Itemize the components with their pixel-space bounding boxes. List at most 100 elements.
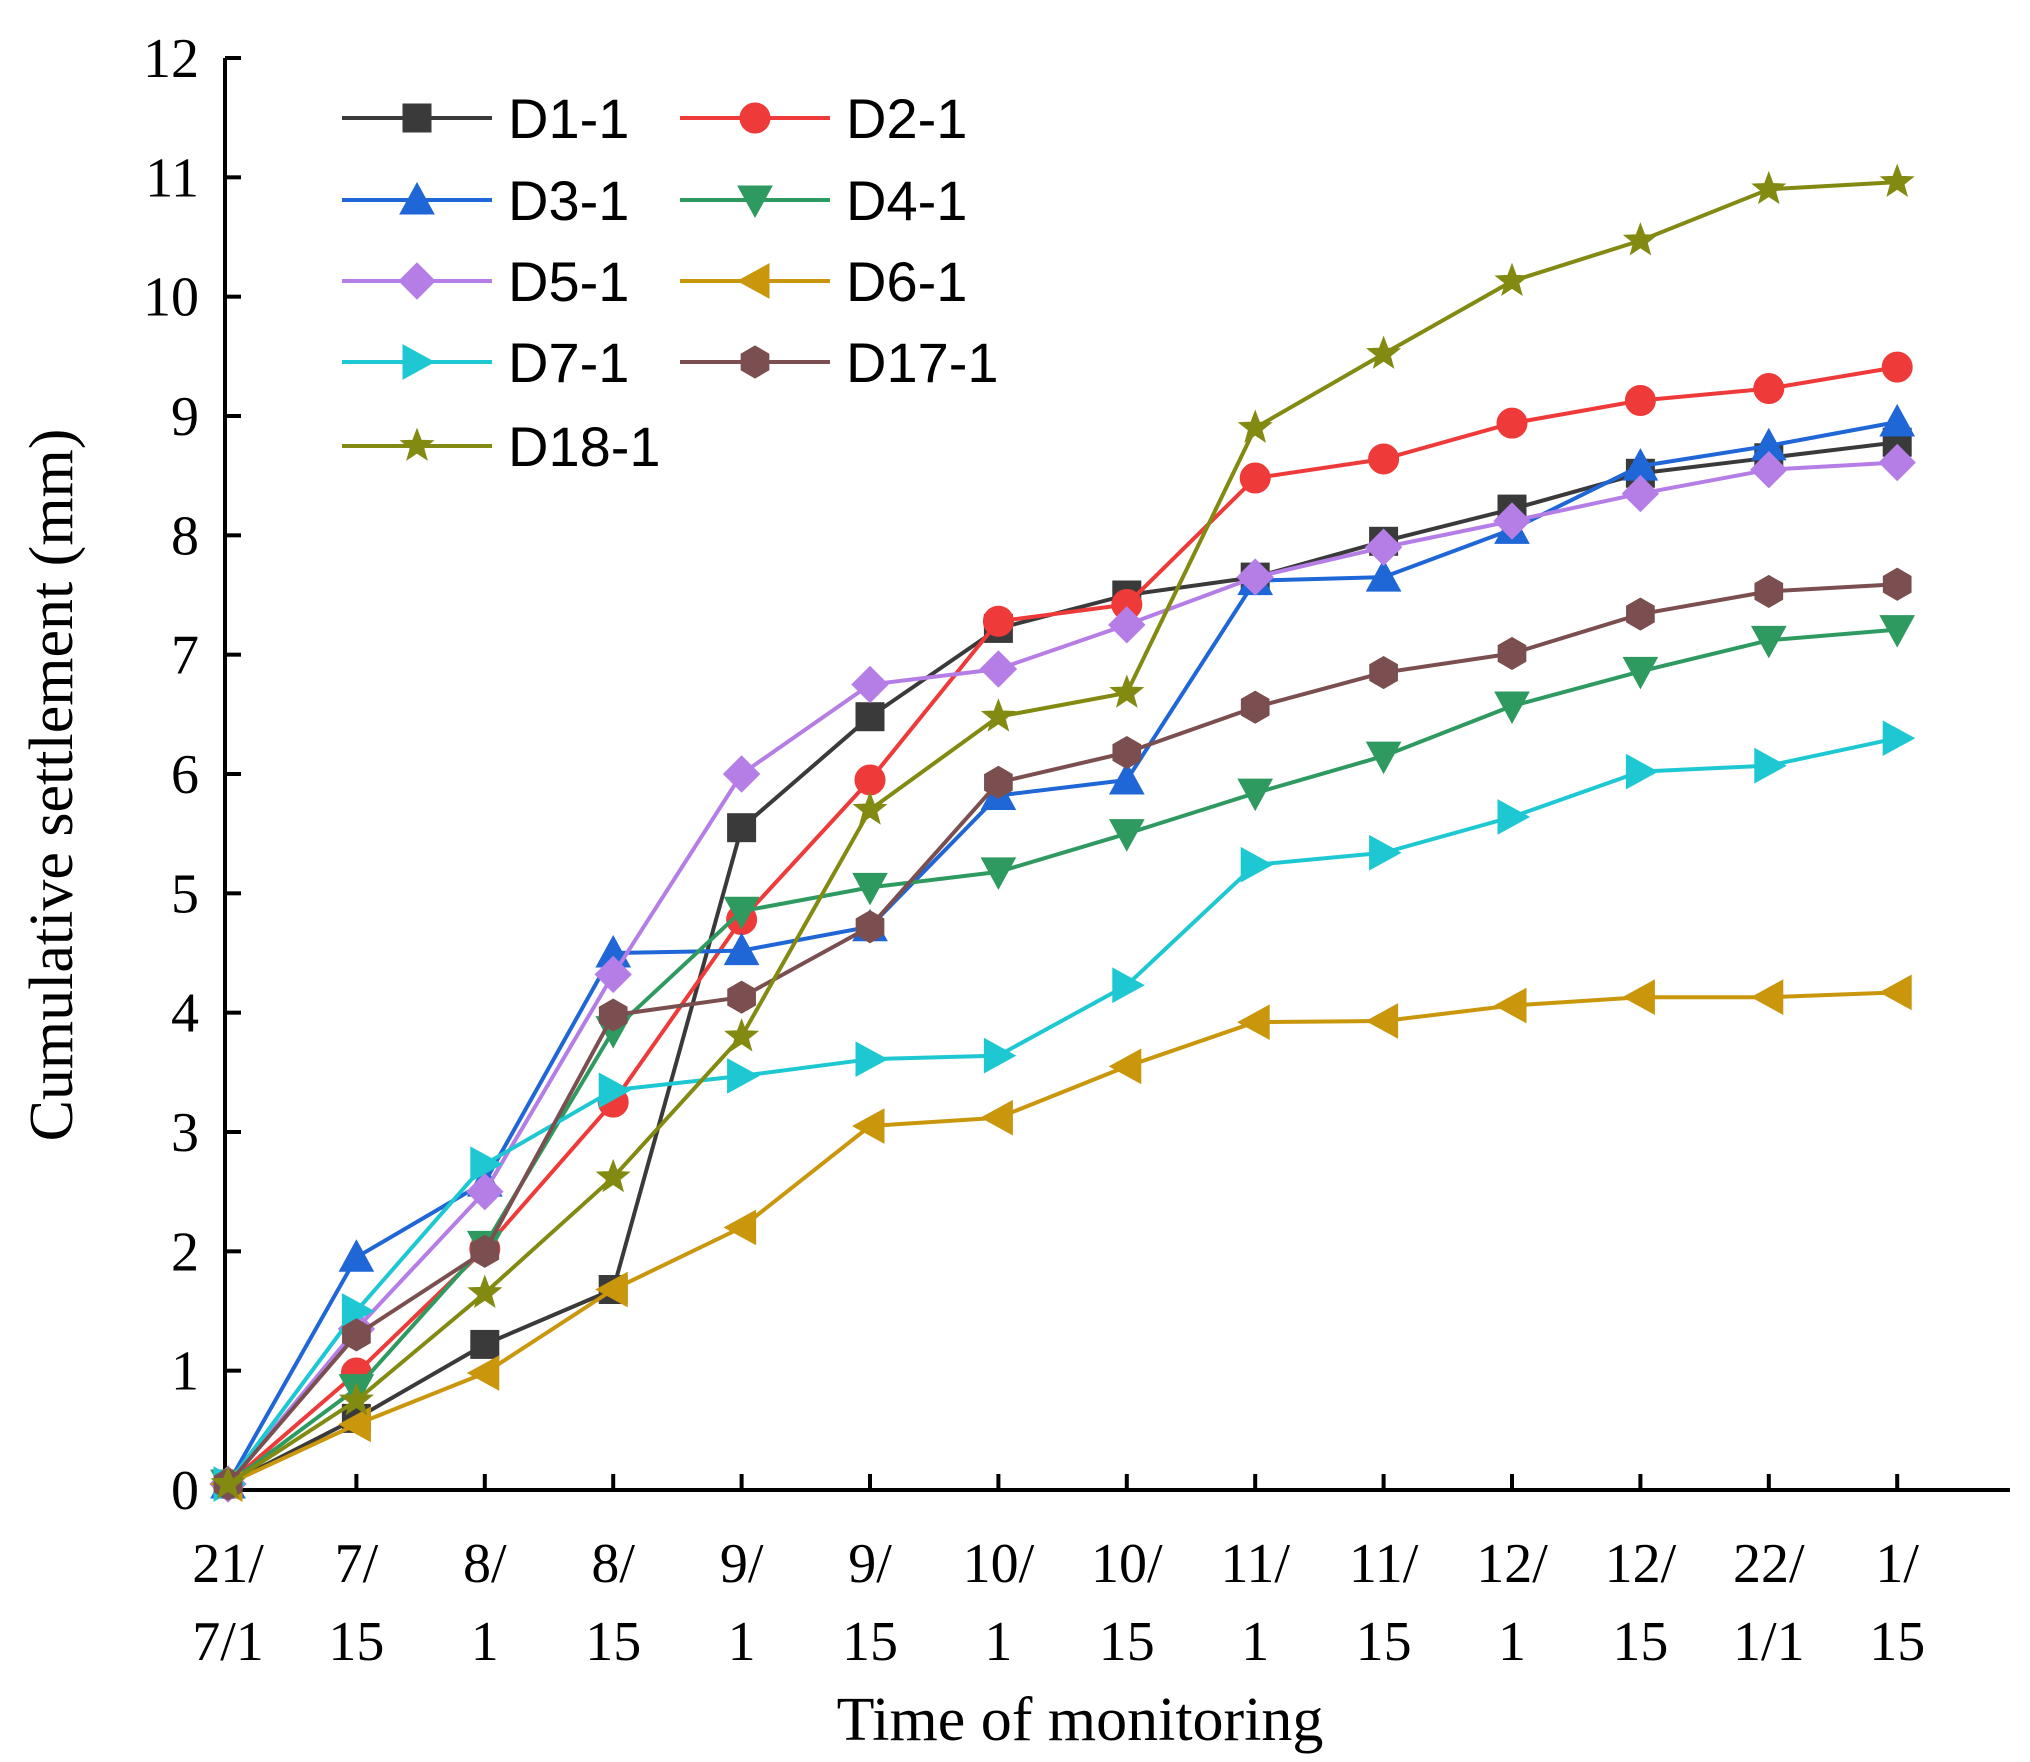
legend-item-D6-1: D6-1	[680, 250, 967, 313]
x-tick-label: 11/	[1220, 1533, 1290, 1595]
data-point-D5-1	[466, 1172, 504, 1211]
data-point-D17-1	[470, 1234, 500, 1268]
data-point-D18-1	[1366, 335, 1402, 369]
data-point-D17-1	[1112, 735, 1142, 770]
series-line-D18-1	[226, 180, 1898, 1486]
data-point-D18-1	[1879, 163, 1915, 198]
legend: D1-1 D2-1 D3-1 D4-1 D5-1 D6-1 D7-1 D17-1 D18-1	[342, 87, 999, 478]
data-point-D5-1	[1493, 502, 1531, 540]
data-point-D2-1	[982, 605, 1014, 637]
y-tick-label: 6	[171, 744, 199, 806]
x-tick-label: 1	[984, 1611, 1012, 1673]
data-point-D5-1	[1878, 443, 1916, 482]
data-point-D7-1	[1240, 846, 1274, 883]
data-point-D2-1	[1881, 351, 1913, 383]
data-point-D17-1	[1240, 690, 1270, 724]
legend-marker	[740, 345, 770, 379]
data-point-D6-1	[1622, 979, 1655, 1015]
data-point-D17-1	[1754, 574, 1784, 608]
data-point-D7-1	[1369, 834, 1402, 871]
x-tick-label: 15	[1356, 1611, 1412, 1673]
data-point-D3-1	[723, 932, 760, 966]
data-point-D17-1	[1626, 597, 1655, 631]
data-point-D17-1	[984, 765, 1013, 799]
data-point-D18-1	[210, 1465, 246, 1499]
legend-marker	[739, 102, 771, 134]
x-tick-label: 1	[1498, 1611, 1526, 1673]
x-tick-label: 7/	[335, 1533, 379, 1595]
legend-item-D3-1: D3-1	[342, 169, 629, 232]
data-point-D6-1	[980, 1099, 1013, 1136]
y-tick-label: 7	[171, 625, 199, 687]
data-point-D5-1	[722, 755, 761, 793]
data-point-D4-1	[1494, 691, 1530, 725]
series-D7-1	[213, 720, 1916, 1502]
series-D3-1	[210, 403, 1916, 1499]
data-point-D7-1	[855, 1041, 889, 1078]
data-point-D18-1	[467, 1274, 503, 1309]
data-point-D17-1	[1497, 636, 1527, 671]
data-point-D1-1	[470, 1329, 500, 1359]
data-point-D18-1	[724, 1018, 760, 1052]
x-tick-label: 10/	[1091, 1533, 1163, 1595]
legend-marker	[402, 103, 432, 133]
x-tick-label: 15	[328, 1611, 384, 1673]
data-point-D18-1	[338, 1382, 374, 1416]
data-point-D5-1	[1236, 558, 1274, 596]
legend-item-D7-1: D7-1	[342, 331, 629, 394]
series-D4-1	[210, 615, 1916, 1503]
data-point-D1-1	[855, 702, 885, 732]
legend-label: D18-1	[508, 415, 661, 478]
x-tick-label: 1	[1241, 1611, 1269, 1673]
legend-item-D2-1: D2-1	[680, 87, 967, 150]
y-tick-label: 3	[171, 1102, 199, 1164]
data-point-D4-1	[1750, 625, 1787, 659]
legend-label: D7-1	[508, 331, 629, 394]
data-point-D2-1	[1753, 373, 1785, 405]
legend-item-D5-1: D5-1	[342, 250, 629, 313]
data-point-D6-1	[1879, 974, 1912, 1011]
x-tick-label: 12/	[1476, 1533, 1548, 1595]
legend-marker	[737, 185, 773, 219]
legend-label: D4-1	[846, 169, 967, 232]
x-tick-label: 8/	[463, 1533, 507, 1595]
axes: 012345678910111221/7/17/158/18/159/19/15…	[143, 28, 2010, 1673]
series-D17-1	[213, 567, 1912, 1501]
x-tick-label: 22/	[1733, 1533, 1805, 1595]
legend-label: D5-1	[508, 250, 629, 313]
data-point-D6-1	[851, 1108, 885, 1144]
data-point-D5-1	[1750, 450, 1788, 489]
data-point-D7-1	[1625, 753, 1659, 790]
series-line-D6-1	[227, 990, 1898, 1486]
series-line-D17-1	[226, 582, 1898, 1486]
x-tick-label: 9/	[720, 1533, 764, 1595]
x-tick-label: 1	[471, 1611, 499, 1673]
data-point-D7-1	[470, 1146, 503, 1183]
y-tick-label: 5	[171, 863, 199, 925]
legend-label: D6-1	[846, 250, 967, 313]
data-point-D5-1	[1364, 528, 1403, 566]
data-point-D7-1	[727, 1058, 760, 1094]
legend-marker	[736, 263, 770, 299]
data-point-D6-1	[1108, 1048, 1142, 1085]
y-tick-label: 11	[145, 147, 199, 209]
x-tick-label: 9/	[848, 1533, 892, 1595]
x-tick-label: 15	[585, 1611, 641, 1673]
x-tick-label: 15	[842, 1611, 898, 1673]
x-tick-label: 21/	[192, 1533, 264, 1595]
data-point-D5-1	[851, 665, 889, 704]
data-point-D2-1	[854, 764, 886, 796]
data-point-D5-1	[594, 955, 632, 994]
x-axis-title: Time of monitoring	[837, 1686, 1324, 1754]
data-point-D6-1	[723, 1209, 757, 1246]
series-D1-1	[213, 427, 1912, 1499]
data-point-D3-1	[1108, 761, 1145, 795]
data-point-D4-1	[1237, 778, 1274, 812]
data-point-D6-1	[1237, 1004, 1270, 1041]
data-point-D5-1	[979, 650, 1018, 688]
y-tick-label: 4	[171, 983, 199, 1045]
y-tick-label: 10	[143, 267, 199, 329]
series-D2-1	[212, 351, 1913, 1500]
series-D18-1	[210, 163, 1915, 1499]
